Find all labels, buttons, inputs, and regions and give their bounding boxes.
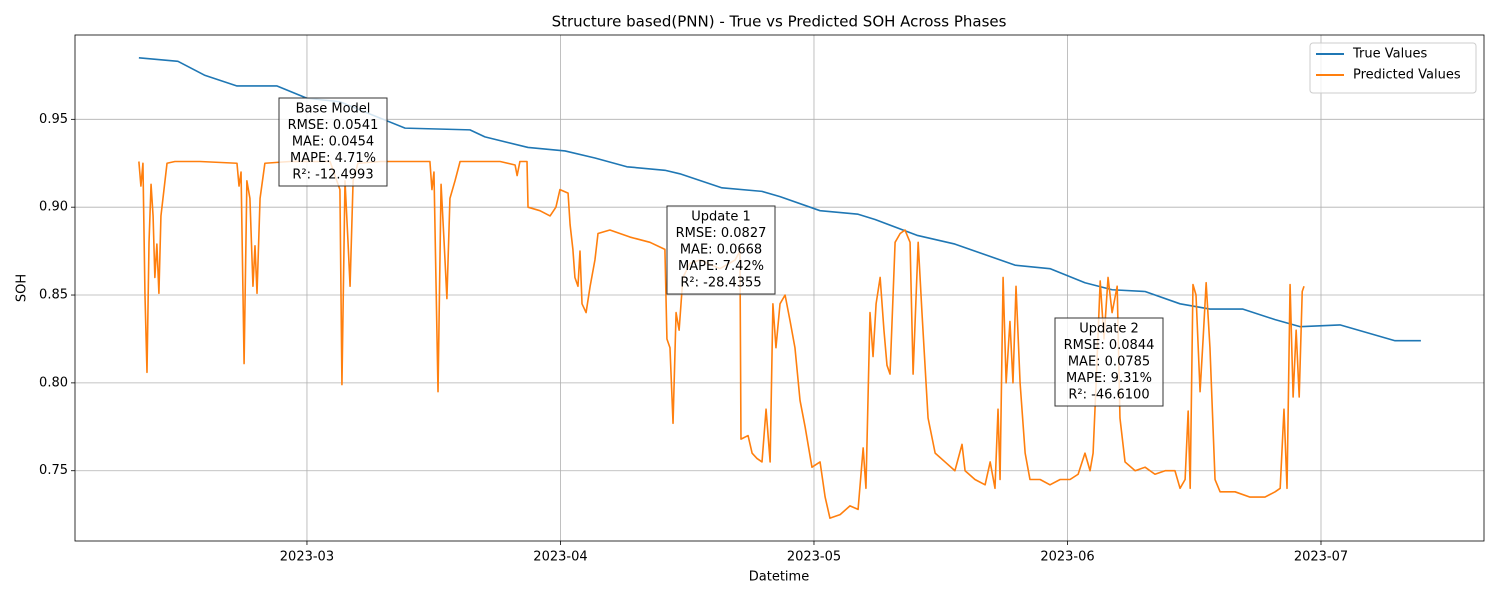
- y-axis-label: SOH: [15, 274, 30, 302]
- annotation-text: Update 2: [1079, 322, 1138, 337]
- annotation-text: MAE: 0.0785: [1068, 355, 1150, 370]
- legend-label: Predicted Values: [1353, 68, 1461, 83]
- x-tick-label: 2023-05: [787, 550, 841, 565]
- annotation-text: R²: -28.4355: [680, 275, 761, 290]
- annotation-text: MAPE: 9.31%: [1066, 371, 1152, 386]
- annotation-box: [1054, 317, 1164, 407]
- annotation-text: MAE: 0.0454: [292, 135, 374, 150]
- annotation-text: MAPE: 7.42%: [678, 259, 764, 274]
- annotation-text: R²: -12.4993: [292, 167, 373, 182]
- x-tick-label: 2023-06: [1040, 550, 1094, 565]
- annotation-box: [666, 205, 776, 295]
- y-tick-label: 0.75: [39, 463, 68, 478]
- legend-box: [1309, 42, 1477, 94]
- plot-frame: [74, 34, 1485, 542]
- chart-title: Structure based(PNN) - True vs Predicted…: [552, 13, 1007, 31]
- y-tick-label: 0.90: [39, 200, 68, 215]
- annotation-text: MAPE: 4.71%: [290, 151, 376, 166]
- annotation-text: RMSE: 0.0541: [288, 118, 379, 133]
- y-tick-label: 0.85: [39, 288, 68, 303]
- annotation-text: RMSE: 0.0827: [676, 226, 767, 241]
- x-tick-label: 2023-04: [533, 550, 587, 565]
- y-tick-label: 0.95: [39, 112, 68, 127]
- x-tick-label: 2023-03: [280, 550, 334, 565]
- y-tick-label: 0.80: [39, 375, 68, 390]
- annotation-text: RMSE: 0.0844: [1064, 338, 1155, 353]
- annotation-text: Base Model: [296, 102, 371, 117]
- annotation-text: MAE: 0.0668: [680, 243, 762, 258]
- annotation-box: [278, 97, 388, 187]
- x-axis-label: Datetime: [749, 570, 809, 585]
- legend-label: True Values: [1352, 47, 1427, 62]
- annotation-text: Update 1: [691, 210, 750, 225]
- x-tick-label: 2023-07: [1294, 550, 1348, 565]
- annotation-text: R²: -46.6100: [1068, 387, 1149, 402]
